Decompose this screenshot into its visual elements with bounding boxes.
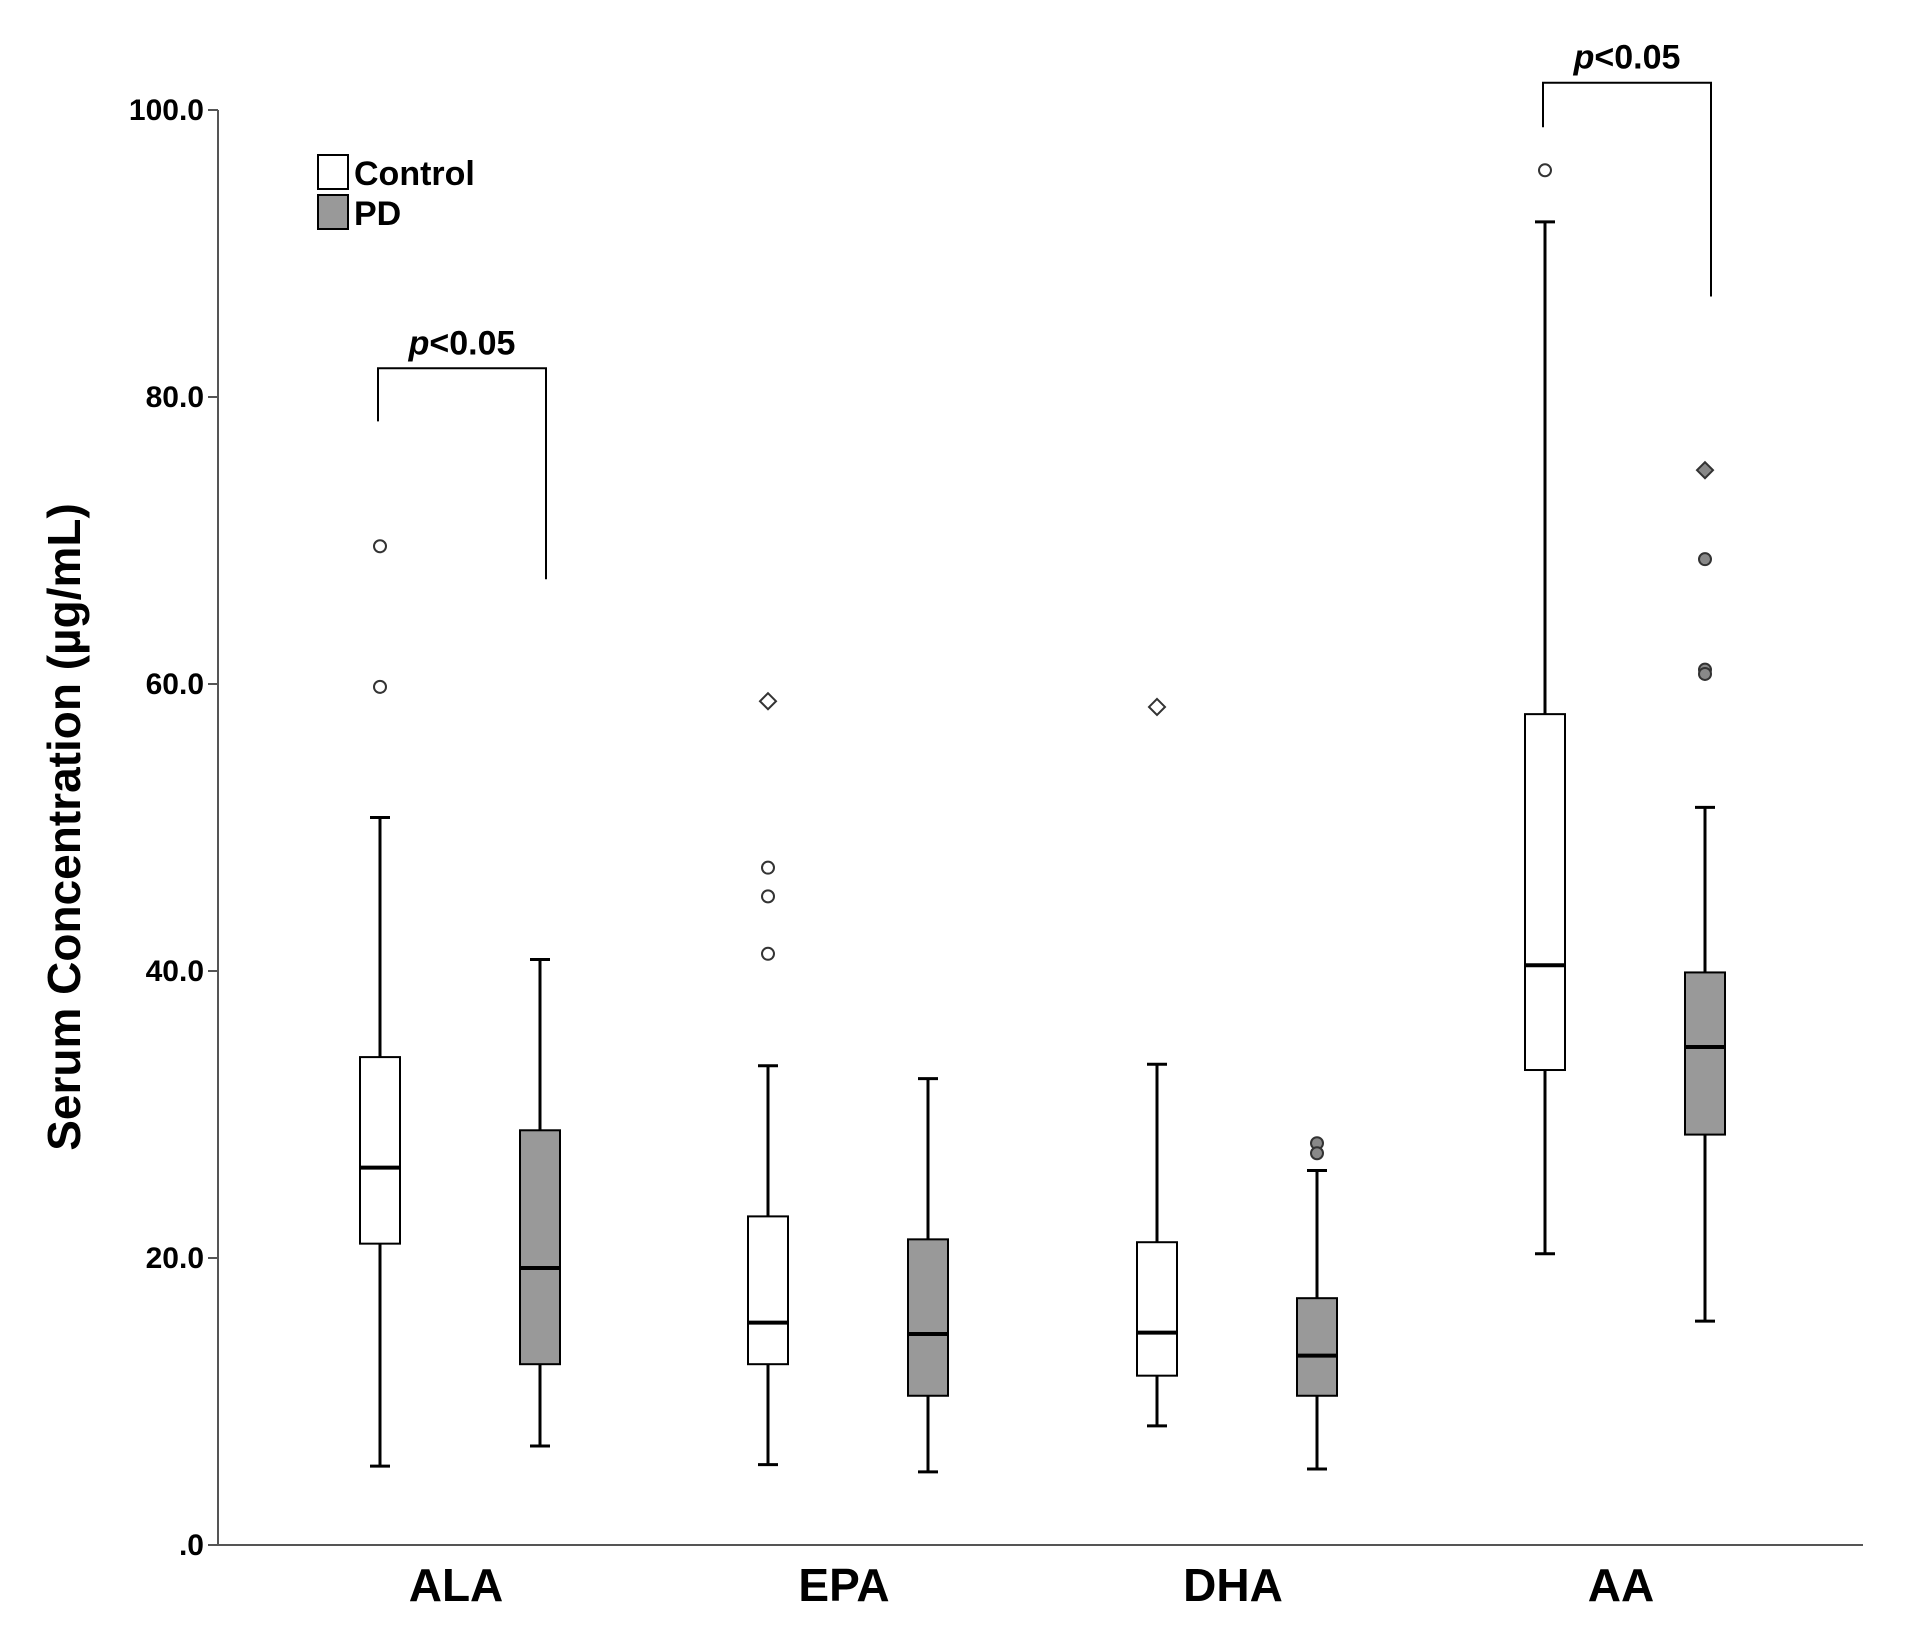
extreme-outlier-point [1695, 460, 1715, 480]
y-tick-label: .0 [179, 1529, 204, 1562]
extreme-outlier-point [758, 691, 778, 711]
y-tick-label: 100.0 [129, 94, 204, 127]
legend-swatch [317, 194, 349, 230]
y-tick-label: 20.0 [146, 1242, 204, 1275]
axes: .0 20.0 40.0 60.0 80.0 100.0 ALA EPA DHA AA [129, 94, 1863, 1611]
box-pd-dha [1296, 1136, 1338, 1471]
y-tick-label: 60.0 [146, 668, 204, 701]
y-tick-label: 40.0 [146, 955, 204, 988]
box-iqr [1684, 971, 1726, 1136]
outlier-point [1538, 163, 1552, 178]
y-tick-label: 80.0 [146, 381, 204, 414]
box-pd-epa [907, 1077, 949, 1474]
box-iqr [519, 1129, 561, 1366]
x-category-label: EPA [798, 1559, 889, 1611]
box-iqr [359, 1056, 401, 1245]
x-category-label: ALA [409, 1559, 504, 1611]
x-category-label: DHA [1183, 1559, 1283, 1611]
box-control-dha [1136, 697, 1178, 1428]
outlier-point [761, 889, 775, 904]
outlier-point [373, 679, 387, 694]
box-iqr [907, 1238, 949, 1397]
box-iqr [1136, 1241, 1178, 1377]
x-category-label: AA [1588, 1559, 1654, 1611]
extreme-outlier-point [1147, 697, 1167, 717]
significance-annotations: p<0.05 p<0.05 [377, 39, 1712, 580]
box-iqr [1296, 1297, 1338, 1397]
legend-label: PD [354, 195, 401, 233]
outlier-point [1310, 1146, 1324, 1161]
box-control-aa [1524, 163, 1566, 1256]
outlier-point [1698, 552, 1712, 567]
p-value-label: p<0.05 [1573, 39, 1681, 77]
box-pd-ala [519, 958, 561, 1448]
outlier-point [1698, 666, 1712, 681]
outlier-point [373, 539, 387, 554]
significance-bracket [377, 367, 547, 580]
y-axis-label: Serum Concentration (µg/mL) [38, 503, 90, 1151]
outlier-point [761, 860, 775, 875]
box-series [359, 163, 1726, 1474]
legend-label: Control [354, 155, 475, 193]
p-value-label: p<0.05 [408, 324, 516, 362]
box-pd-aa [1684, 460, 1726, 1323]
outlier-point [761, 946, 775, 961]
box-control-ala [359, 539, 401, 1468]
box-iqr [747, 1215, 789, 1366]
box-control-epa [747, 691, 789, 1467]
legend-swatch [317, 154, 349, 190]
significance-bracket [1542, 81, 1712, 297]
box-iqr [1524, 713, 1566, 1072]
